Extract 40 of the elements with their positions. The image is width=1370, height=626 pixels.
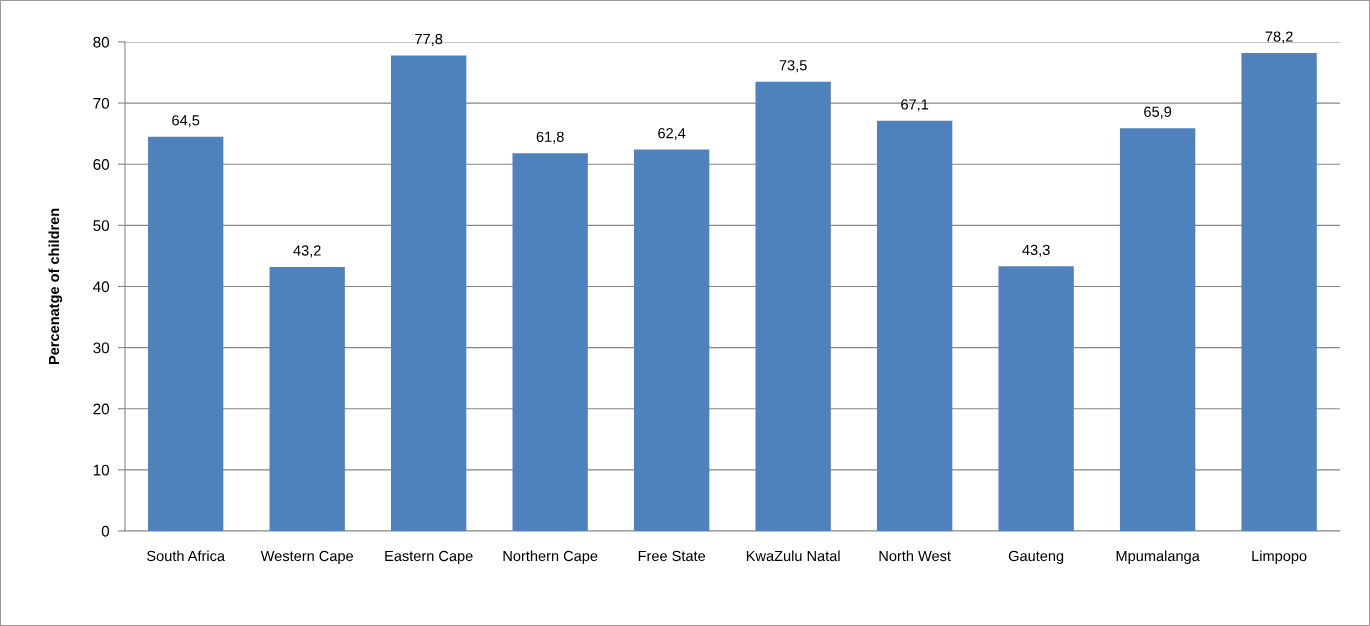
x-tick-label: North West	[879, 550, 951, 562]
x-tick-label: South Africa	[147, 550, 226, 562]
x-tick-label: Free State	[638, 550, 706, 562]
x-tick-label: Limpopo	[1252, 550, 1307, 565]
x-tick-label: Northern Cape	[503, 550, 598, 565]
bar	[148, 136, 224, 531]
data-label: 73,5	[779, 60, 807, 73]
bar	[755, 81, 831, 531]
y-tick-label: 50	[93, 220, 110, 232]
data-label: 65,9	[1144, 106, 1172, 119]
data-label: 77,8	[415, 33, 443, 46]
y-tick-label: 30	[93, 342, 110, 354]
y-tick-label: 10	[93, 464, 110, 476]
bar	[633, 149, 710, 531]
bar	[1241, 52, 1317, 531]
y-tick-label: 80	[93, 36, 110, 48]
x-tick-label: Mpumalanga	[1116, 550, 1200, 565]
x-tick-label: Western Cape	[260, 550, 354, 565]
data-label: 43,3	[1022, 244, 1050, 257]
y-tick-label: 20	[93, 403, 110, 415]
data-label: 78,2	[1265, 31, 1293, 44]
y-tick-label: 40	[93, 281, 110, 293]
data-label: 67,1	[901, 99, 929, 112]
bar	[1119, 128, 1196, 531]
data-label: 64,5	[172, 115, 200, 128]
data-label: 62,4	[658, 127, 686, 141]
bar	[269, 266, 345, 531]
bar	[876, 120, 953, 531]
bar	[998, 266, 1074, 531]
bar	[512, 153, 588, 531]
x-tick-label: Gauteng	[1008, 550, 1064, 565]
x-tick-label: Eastern Cape	[385, 550, 473, 565]
x-tick-label: KwaZulu Natal	[746, 550, 840, 562]
data-label: 61,8	[536, 131, 564, 144]
y-tick-label: 70	[93, 97, 110, 109]
bar	[391, 55, 467, 531]
y-axis-title: Percenatge of children	[48, 208, 63, 365]
data-label: 43,2	[293, 245, 321, 258]
y-tick-label: 0	[101, 525, 110, 537]
y-tick-label: 60	[93, 159, 110, 170]
